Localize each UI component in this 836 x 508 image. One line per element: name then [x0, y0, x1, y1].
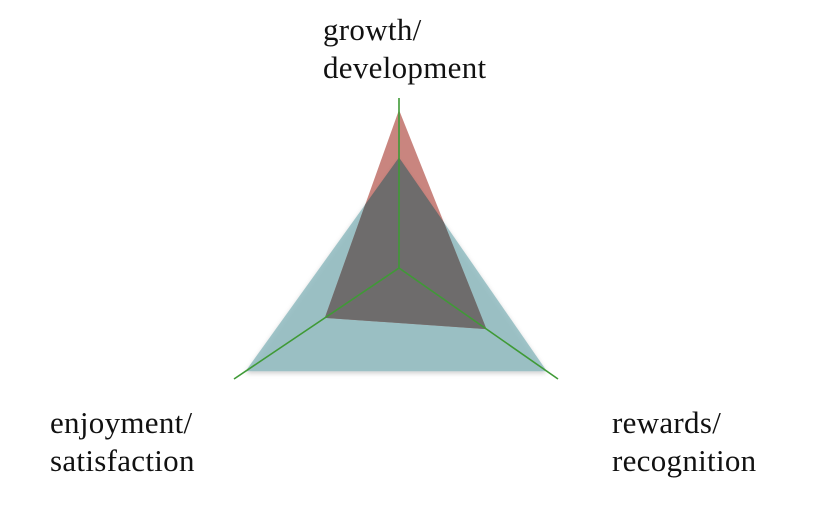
axis-label-rewards-recognition: rewards/ recognition [612, 404, 756, 480]
axis-label-growth-development: growth/ development [323, 11, 486, 87]
series-overlap-area [324, 157, 487, 330]
axis-label-enjoyment-satisfaction: enjoyment/ satisfaction [50, 404, 195, 480]
axis-label-line: enjoyment/ [50, 405, 193, 440]
axis-label-line: satisfaction [50, 443, 195, 478]
axis-label-line: development [323, 50, 487, 85]
axis-label-line: recognition [612, 443, 757, 478]
axis-layer [233, 98, 559, 380]
axis-label-line: growth/ [323, 12, 422, 47]
axis-label-line: rewards/ [612, 405, 722, 440]
axis-line-left [233, 267, 400, 380]
axis-line-right [398, 267, 559, 380]
overlap-layer [324, 157, 487, 330]
